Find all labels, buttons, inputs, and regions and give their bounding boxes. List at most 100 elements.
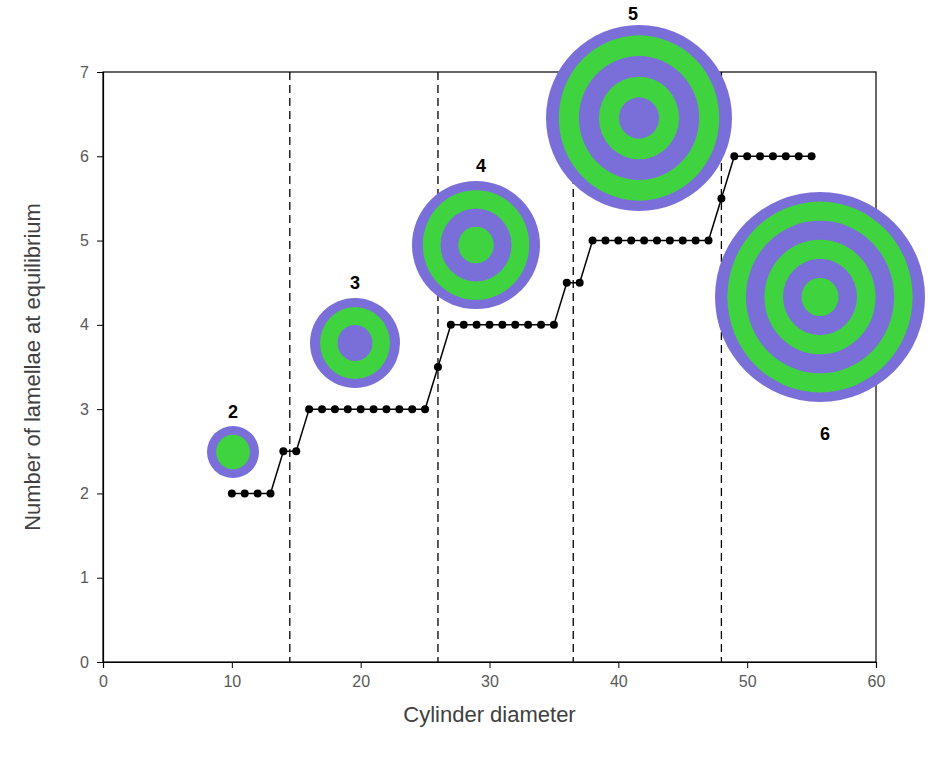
data-point — [241, 489, 249, 497]
data-point — [627, 237, 635, 245]
y-axis-title: Number of lamellae at equilibrium — [20, 203, 45, 531]
inset-label: 4 — [476, 156, 486, 176]
x-tick-label: 10 — [223, 673, 241, 690]
data-point — [524, 321, 532, 329]
y-tick-label: 4 — [80, 316, 89, 333]
y-tick: 7 — [80, 64, 103, 81]
inset-ring — [423, 190, 529, 300]
data-point — [717, 194, 725, 202]
data-point — [498, 321, 506, 329]
inset-ring — [746, 221, 894, 374]
data-point — [434, 363, 442, 371]
data-point — [782, 152, 790, 160]
inset-ring — [783, 259, 857, 335]
inset — [715, 192, 925, 402]
data-point — [756, 152, 764, 160]
inset-ring — [320, 307, 390, 379]
y-tick-label: 0 — [80, 654, 89, 671]
data-point — [705, 237, 713, 245]
x-tick-mark — [747, 662, 748, 668]
inset-ring — [619, 97, 659, 138]
x-tick: 10 — [223, 662, 241, 690]
y-tick: 3 — [80, 401, 103, 418]
data-point — [395, 405, 403, 413]
data-point — [292, 447, 300, 455]
inset-ring — [599, 77, 679, 160]
data-point — [370, 405, 378, 413]
y-tick: 5 — [80, 232, 103, 249]
x-tick-label: 0 — [99, 673, 108, 690]
inset-ring — [764, 240, 875, 355]
y-tick-label: 2 — [80, 485, 89, 502]
y-axis-line — [97, 73, 104, 663]
data-point — [601, 237, 609, 245]
y-tick: 0 — [80, 654, 103, 671]
y-tick-mark — [97, 662, 103, 663]
data-point — [808, 152, 816, 160]
inset-ring — [458, 227, 493, 264]
x-tick: 30 — [481, 662, 499, 690]
y-tick-label: 6 — [80, 148, 89, 165]
x-tick-mark — [232, 662, 233, 668]
data-point — [666, 237, 674, 245]
data-point — [640, 237, 648, 245]
data-point — [344, 405, 352, 413]
x-tick-mark — [490, 662, 491, 668]
x-axis: 0 10 20 30 40 50 60 — [99, 662, 885, 690]
inset-ring — [207, 426, 259, 478]
data-point — [408, 405, 416, 413]
x-tick-label: 50 — [739, 673, 757, 690]
x-tick: 40 — [610, 662, 628, 690]
inset-label: 6 — [820, 424, 830, 444]
y-tick-mark — [97, 409, 103, 410]
x-tick: 60 — [868, 662, 886, 690]
y-tick-mark — [97, 578, 103, 579]
y-axis: 0 1 2 3 4 5 6 7 — [80, 64, 103, 671]
y-tick-mark — [97, 325, 103, 326]
data-point — [795, 152, 803, 160]
y-tick: 1 — [80, 569, 103, 586]
data-point — [511, 321, 519, 329]
chart: 0 10 20 30 40 50 60 0 1 2 3 4 5 6 7 Cylinder diameter Nu… — [0, 0, 937, 765]
data-point — [486, 321, 494, 329]
y-tick-label: 5 — [80, 232, 89, 249]
inset-label: 3 — [350, 273, 360, 293]
y-tick-mark — [97, 241, 103, 242]
data-point — [279, 447, 287, 455]
inset-ring — [338, 325, 373, 361]
data-point — [460, 321, 468, 329]
inset — [546, 25, 732, 211]
y-tick-label: 3 — [80, 401, 89, 418]
data-point — [357, 405, 365, 413]
y-tick-mark — [97, 72, 103, 73]
data-point — [576, 279, 584, 287]
data-point — [589, 237, 597, 245]
y-tick: 2 — [80, 485, 103, 502]
inset-ring — [715, 192, 925, 402]
data-point — [769, 152, 777, 160]
inset — [412, 181, 540, 309]
inset-ring — [801, 278, 838, 316]
data-point — [473, 321, 481, 329]
y-tick: 4 — [80, 316, 103, 333]
data-point — [318, 405, 326, 413]
x-tick: 50 — [739, 662, 757, 690]
data-point — [679, 237, 687, 245]
x-axis-title: Cylinder diameter — [403, 702, 575, 727]
x-tick-label: 60 — [868, 673, 886, 690]
inset-ring — [559, 35, 719, 200]
y-tick-label: 7 — [80, 64, 89, 81]
inset-label: 2 — [228, 402, 238, 422]
data-point — [653, 237, 661, 245]
data-point — [563, 279, 571, 287]
boundary-line — [289, 72, 290, 662]
inset-ring — [412, 181, 540, 309]
inset-ring — [216, 435, 250, 470]
x-tick: 20 — [352, 662, 370, 690]
data-point — [305, 405, 313, 413]
x-tick-label: 20 — [352, 673, 370, 690]
y-tick-mark — [97, 156, 103, 157]
inset — [207, 426, 259, 478]
data-point — [421, 405, 429, 413]
x-tick-mark — [361, 662, 362, 668]
